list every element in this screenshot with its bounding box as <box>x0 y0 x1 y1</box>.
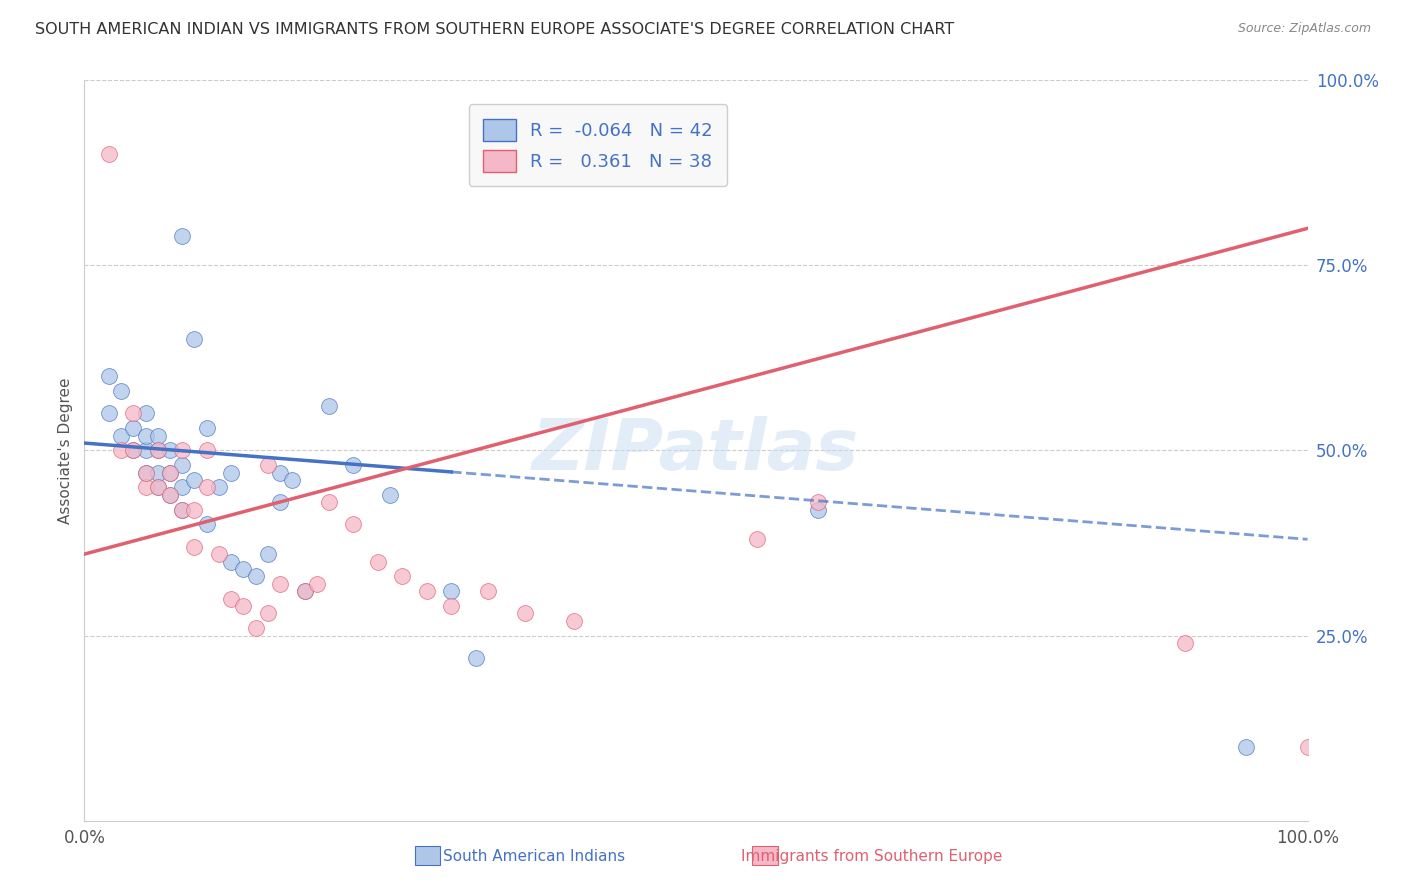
Point <box>110 384 132 399</box>
Point <box>159 488 181 502</box>
Point <box>416 584 439 599</box>
Point <box>122 407 145 421</box>
Point <box>172 443 194 458</box>
Point <box>159 488 181 502</box>
Point <box>219 555 242 569</box>
Point <box>195 480 218 494</box>
Point <box>807 502 830 516</box>
Point <box>183 332 205 346</box>
Point <box>110 443 132 458</box>
Point <box>172 228 194 243</box>
Point <box>159 443 181 458</box>
Text: SOUTH AMERICAN INDIAN VS IMMIGRANTS FROM SOUTHERN EUROPE ASSOCIATE'S DEGREE CORR: SOUTH AMERICAN INDIAN VS IMMIGRANTS FROM… <box>35 22 955 37</box>
Point <box>110 428 132 442</box>
Point <box>208 547 231 561</box>
Point <box>257 547 280 561</box>
Point <box>146 428 169 442</box>
Point <box>172 480 194 494</box>
Point <box>318 495 340 509</box>
Point <box>380 488 402 502</box>
Point <box>1296 739 1319 754</box>
Point <box>562 614 585 628</box>
Point <box>305 576 328 591</box>
Point <box>294 584 316 599</box>
Point <box>172 502 194 516</box>
Point <box>146 480 169 494</box>
Point <box>269 576 291 591</box>
Point <box>146 466 169 480</box>
Point <box>208 480 231 494</box>
Point <box>513 607 536 621</box>
Point <box>122 443 145 458</box>
Point <box>342 517 364 532</box>
Point <box>172 458 194 473</box>
Y-axis label: Associate's Degree: Associate's Degree <box>58 377 73 524</box>
Point <box>245 621 267 635</box>
Text: Source: ZipAtlas.com: Source: ZipAtlas.com <box>1237 22 1371 36</box>
Point <box>135 407 157 421</box>
Point <box>195 517 218 532</box>
Point <box>269 466 291 480</box>
Point <box>257 607 280 621</box>
Point <box>342 458 364 473</box>
Point <box>440 599 463 613</box>
Point <box>183 540 205 554</box>
Point <box>245 569 267 583</box>
Point <box>135 466 157 480</box>
Text: Immigrants from Southern Europe: Immigrants from Southern Europe <box>741 849 1002 863</box>
Point <box>146 443 169 458</box>
Point <box>232 599 254 613</box>
Point <box>747 533 769 547</box>
Point <box>477 584 499 599</box>
Point <box>294 584 316 599</box>
Point <box>146 443 169 458</box>
Point <box>195 421 218 435</box>
Text: ZIPatlas: ZIPatlas <box>533 416 859 485</box>
Point <box>97 407 120 421</box>
Point <box>97 147 120 161</box>
Point <box>159 466 181 480</box>
Point <box>195 443 218 458</box>
Point <box>135 428 157 442</box>
Point <box>1236 739 1258 754</box>
Point <box>172 502 194 516</box>
Point <box>269 495 291 509</box>
Point <box>1174 636 1197 650</box>
Point <box>183 473 205 487</box>
Point <box>122 421 145 435</box>
Point <box>97 369 120 384</box>
Point <box>183 502 205 516</box>
Point <box>257 458 280 473</box>
Point <box>159 466 181 480</box>
Bar <box>415 846 440 865</box>
Point <box>122 443 145 458</box>
Point <box>464 650 486 665</box>
Point <box>135 480 157 494</box>
Point <box>807 495 830 509</box>
Point <box>146 480 169 494</box>
Point <box>232 562 254 576</box>
Point <box>135 466 157 480</box>
Point <box>281 473 304 487</box>
Point <box>219 591 242 606</box>
Text: South American Indians: South American Indians <box>443 849 626 863</box>
Point <box>440 584 463 599</box>
Bar <box>752 846 778 865</box>
Point <box>219 466 242 480</box>
Legend: R =  -0.064   N = 42, R =   0.361   N = 38: R = -0.064 N = 42, R = 0.361 N = 38 <box>468 104 727 186</box>
Point <box>135 443 157 458</box>
Point <box>391 569 413 583</box>
Point <box>318 399 340 413</box>
Point <box>367 555 389 569</box>
